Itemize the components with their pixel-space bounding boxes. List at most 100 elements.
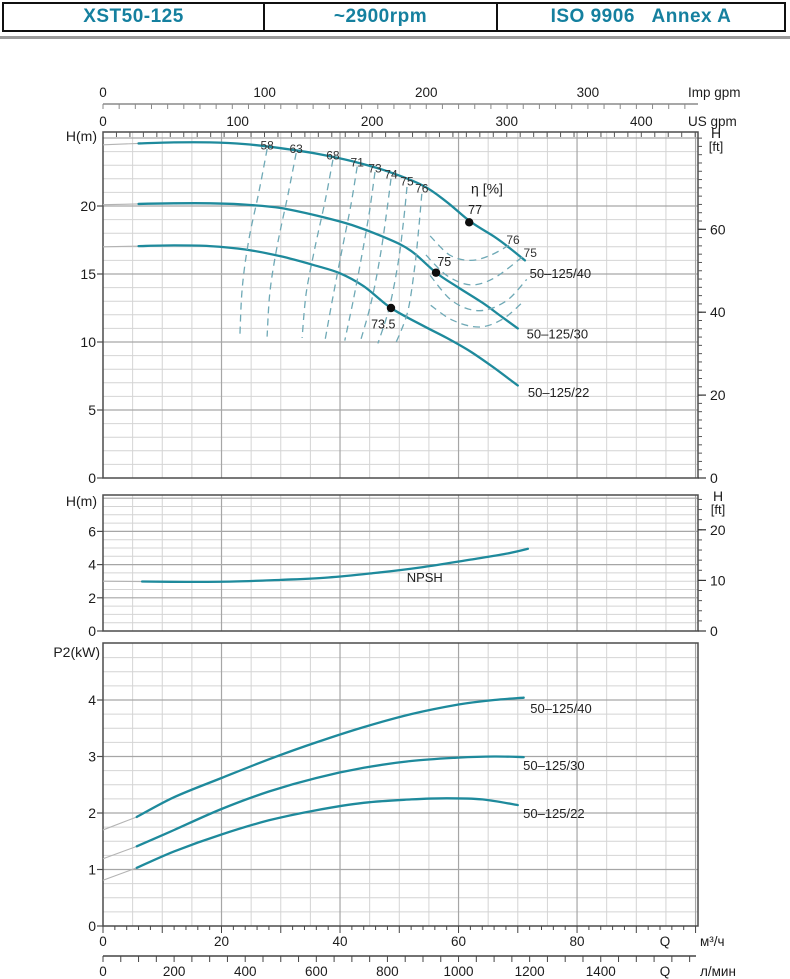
chart3-curves — [102, 696, 525, 881]
efficiency-contour-76 — [394, 193, 423, 345]
bep-dot-73.5 — [386, 303, 396, 313]
chart2-grid-major — [103, 495, 698, 631]
m3h-tick: 80 — [570, 934, 585, 949]
us-gpm-tick: 200 — [361, 114, 384, 129]
bep-label: 73.5 — [371, 317, 395, 331]
efficiency-label: 76 — [506, 233, 520, 247]
header-bar: XST50-125 ~2900rpm ISO 9906 Annex A — [2, 2, 786, 32]
lmin-q-label: Q — [660, 964, 671, 979]
y-tick-label: 1 — [88, 862, 96, 878]
y-tick-label: 0 — [88, 918, 96, 934]
us-gpm-tick: 100 — [226, 114, 249, 129]
y-tick-label: 4 — [88, 692, 96, 708]
pump-standard: ISO 9906 Annex A — [550, 6, 732, 27]
curve-50-125/30 — [135, 755, 525, 848]
y-tick-label: 6 — [88, 523, 96, 539]
chart1-grid-major — [103, 132, 698, 478]
y-tick-label: 0 — [88, 623, 96, 639]
chart2-frame — [102, 494, 699, 632]
h-ft-label-mid: H — [713, 488, 723, 504]
efficiency-label: 71 — [351, 155, 365, 169]
chart3-grid-minor — [103, 643, 698, 926]
imp-gpm-unit: Imp gpm — [688, 85, 741, 100]
efficiency-label: 68 — [326, 149, 340, 163]
lmin-tick: 1200 — [515, 964, 545, 979]
us-gpm-tick: 0 — [99, 114, 107, 129]
chart1-right-axis: 0 20 40 60 — [698, 137, 726, 486]
imp-gpm-tick: 0 — [99, 85, 107, 100]
ft-tick-label: 0 — [710, 623, 718, 639]
curve-lead-50-125/40 — [102, 816, 137, 831]
ft-tick-label: 0 — [710, 470, 718, 486]
m3h-q-label: Q — [660, 934, 671, 949]
curve-lead-50-125/30 — [102, 845, 137, 860]
curve-50-125/22 — [135, 797, 519, 869]
chart3-grid-major — [103, 643, 698, 926]
eta-label: η [%] — [471, 181, 503, 197]
efficiency-contour-76 — [429, 235, 514, 262]
curve-lead-50-125/22 — [102, 245, 139, 248]
us-gpm-tick: 300 — [495, 114, 518, 129]
m3h-tick: 60 — [451, 934, 466, 949]
pump-speed: ~2900rpm — [265, 4, 498, 30]
ft-tick-label: 10 — [710, 572, 726, 588]
y-tick-label: 10 — [80, 334, 96, 350]
lmin-tick: 800 — [376, 964, 399, 979]
efficiency-contour-73 — [344, 171, 376, 341]
efficiency-contour-75 — [377, 186, 408, 344]
efficiency-contour-74 — [359, 178, 392, 343]
efficiency-contour-arc — [429, 274, 528, 312]
efficiency-contour-71 — [324, 166, 358, 340]
chart2-grid-minor — [103, 495, 698, 631]
y-tick-label: 3 — [88, 749, 96, 765]
m3h-unit-label: м³/ч — [700, 934, 725, 949]
efficiency-contour-75 — [425, 254, 524, 286]
lmin-tick: 0 — [99, 964, 107, 979]
ft-tick-label: 60 — [710, 221, 726, 237]
chart1-curves — [102, 141, 527, 387]
imp-gpm-axis: 0 100 200 300 Imp gpm — [99, 85, 741, 109]
bep-dot-77 — [465, 218, 474, 227]
efficiency-label: 75 — [400, 175, 414, 189]
curve-50-125/40 — [135, 696, 525, 819]
chart3-series-labels: 50–125/40 50–125/30 50–125/22 — [523, 701, 592, 821]
best-efficiency-points: 77 75 73.5 — [371, 203, 482, 331]
eta-percent-label: η [%] — [471, 181, 503, 197]
y-tick-label: 15 — [80, 266, 96, 282]
ft-tick-label: 20 — [710, 522, 726, 538]
p2-kw-label: P2(kW) — [53, 644, 100, 660]
curve-lead-50-125/30 — [102, 203, 139, 206]
y-tick-label: 2 — [88, 805, 96, 821]
lmin-tick: 600 — [305, 964, 328, 979]
y-tick-label: 0 — [88, 470, 96, 486]
efficiency-contour-58 — [239, 148, 268, 336]
m3h-tick: 40 — [333, 934, 348, 949]
chart3-frame — [102, 642, 699, 927]
chart3-left-axis: 0 1 2 3 4 — [88, 692, 103, 934]
bep-label: 75 — [437, 255, 451, 269]
us-gpm-axis: 0 100 200 300 400 US gpm — [99, 114, 737, 137]
chart1-series-labels: 50–125/40 50–125/30 50–125/22 — [527, 266, 591, 400]
ft-unit-label-mid: [ft] — [711, 502, 725, 517]
efficiency-contour-arc — [430, 300, 525, 328]
chart1-frame — [102, 131, 699, 479]
chart2-right-axis: 0 10 20 — [698, 498, 726, 639]
ft-tick-label: 20 — [710, 387, 726, 403]
efficiency-label: 75 — [524, 246, 538, 260]
bep-dot-75 — [431, 268, 441, 277]
h-ft-label-top: H — [711, 125, 721, 141]
us-gpm-tick: 400 — [630, 114, 653, 129]
lmin-unit-label: л/мин — [700, 964, 736, 979]
chart2-series-labels: NPSH — [407, 570, 443, 585]
series-label: 50–125/40 — [530, 266, 591, 281]
efficiency-label: 73 — [368, 162, 382, 176]
lmin-tick: 1400 — [586, 964, 616, 979]
curve-50-125/30 — [137, 202, 519, 330]
series-label: 50–125/22 — [523, 806, 584, 821]
imp-gpm-tick: 200 — [415, 85, 438, 100]
efficiency-label: 74 — [384, 168, 398, 182]
chart2-left-axis: 0 2 4 6 — [88, 523, 103, 639]
y-tick-label: 2 — [88, 590, 96, 606]
